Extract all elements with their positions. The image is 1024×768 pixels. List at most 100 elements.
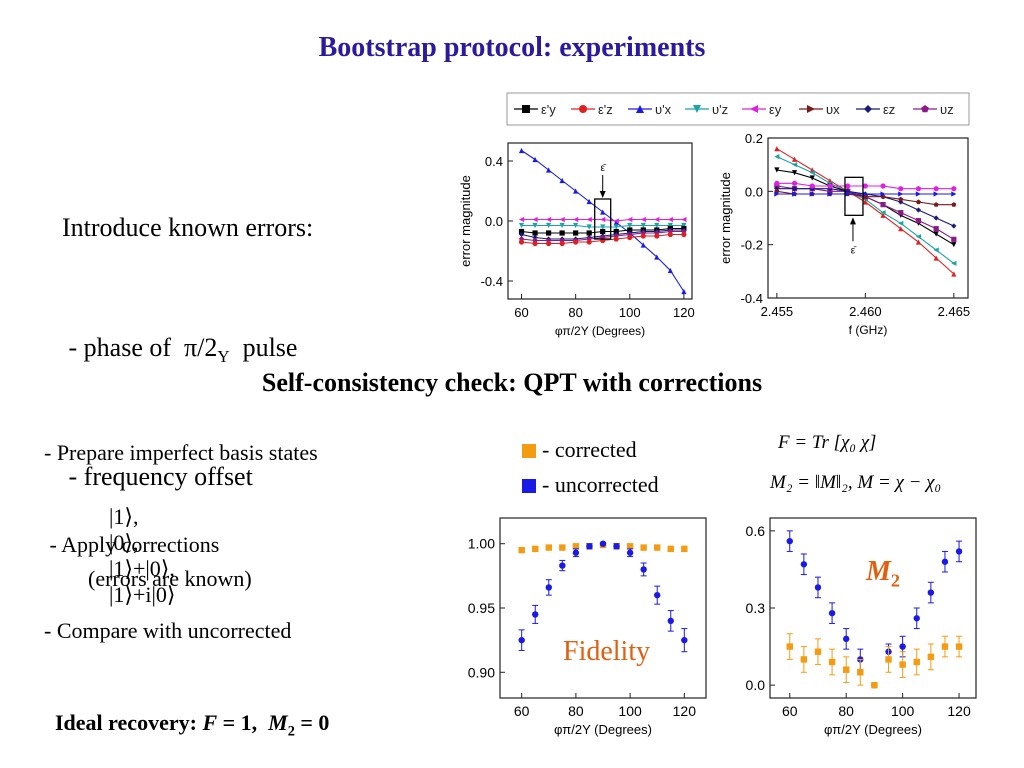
data-point <box>880 210 886 216</box>
y-tick-label: 0.2 <box>745 131 763 146</box>
data-point <box>600 216 606 223</box>
y-tick-label: -0.4 <box>741 291 763 306</box>
legend-entry: ε'y <box>514 102 556 117</box>
data-point <box>951 186 957 192</box>
data-point <box>681 216 687 223</box>
data-point <box>532 611 539 618</box>
plot-frame <box>767 137 969 299</box>
fidelity-label: Fidelity <box>563 636 651 667</box>
legend-entry: εy <box>742 102 782 117</box>
data-point <box>559 222 565 229</box>
data-point <box>800 561 808 568</box>
data-point <box>915 199 921 205</box>
y-axis-label: error magnitude <box>458 175 473 267</box>
data-point <box>518 228 525 235</box>
data-point <box>898 196 904 202</box>
data-point <box>573 216 579 223</box>
legend-label: υz <box>940 102 954 117</box>
data-point <box>862 199 868 205</box>
series <box>518 540 688 653</box>
data-point <box>545 240 552 247</box>
data-point <box>827 188 833 194</box>
data-point <box>774 167 780 173</box>
data-point <box>681 545 688 553</box>
data-point <box>559 544 566 551</box>
data-point <box>842 666 850 673</box>
data-point <box>915 207 922 213</box>
data-point <box>559 216 565 223</box>
x-axis-label: φπ/2Y (Degrees) <box>554 722 652 737</box>
legend-entry: υx <box>799 102 840 117</box>
data-point <box>518 546 525 554</box>
x-tick-label: 120 <box>673 305 695 320</box>
series <box>774 146 957 277</box>
data-point <box>955 548 963 555</box>
data-point <box>654 591 661 599</box>
data-point <box>640 222 646 229</box>
series-line <box>776 156 955 264</box>
y-tick-label: 0.0 <box>485 214 503 229</box>
series <box>786 530 963 689</box>
data-point <box>586 239 592 245</box>
data-point <box>681 288 687 295</box>
data-point <box>845 191 851 197</box>
series <box>774 154 957 266</box>
data-point <box>933 226 939 232</box>
data-point <box>941 558 949 565</box>
data-point <box>774 146 780 152</box>
data-point <box>613 236 619 242</box>
x-tick-label: 120 <box>947 703 971 719</box>
data-point <box>845 183 851 189</box>
data-point <box>774 154 780 160</box>
series <box>774 186 957 229</box>
legend-label: εz <box>883 102 895 117</box>
y-tick-label: 0.4 <box>485 154 503 169</box>
data-point <box>951 242 957 248</box>
data-point <box>579 105 587 113</box>
data-point <box>921 105 929 113</box>
legend-corrected: - corrected <box>522 437 637 463</box>
legend-label: υ'z <box>712 102 728 117</box>
series <box>774 191 957 197</box>
x-tick-label: 2.460 <box>849 304 882 319</box>
ideal-recovery: Ideal recovery: F = 1, M2 = 0 <box>55 710 330 740</box>
data-point <box>791 191 798 197</box>
data-point <box>814 584 822 591</box>
y-tick-label: -0.4 <box>481 274 503 289</box>
data-point <box>951 271 957 277</box>
data-point <box>828 609 836 617</box>
basis-state: |0⟩, <box>109 530 139 555</box>
data-point <box>750 105 758 113</box>
data-point <box>681 636 688 644</box>
bullet-prepare: - Prepare imperfect basis states <box>44 440 318 465</box>
corrected-swatch <box>522 444 536 458</box>
x-axis-label: φπ/2Y (Degrees) <box>824 722 922 737</box>
data-point <box>586 543 593 550</box>
data-point <box>915 239 922 245</box>
data-point <box>951 236 957 242</box>
data-point <box>613 228 619 235</box>
data-point <box>573 188 579 194</box>
y-tick-label: -0.2 <box>741 238 763 253</box>
x-axis-label: φπ/2Y (Degrees) <box>555 324 645 338</box>
legend-entry: υz <box>913 102 954 117</box>
phase-error-chart: 60 80 100 120 -0.4 0.0 0.4 error magnitude φπ/2Y… <box>458 142 695 338</box>
intro-text: Introduce known errors: - phase of π/2Y … <box>62 128 313 537</box>
data-point <box>814 648 822 655</box>
data-point <box>933 215 939 221</box>
data-point <box>862 183 868 189</box>
data-point <box>626 543 634 550</box>
data-point <box>899 643 906 650</box>
data-point <box>951 260 957 266</box>
x-tick-label: 80 <box>568 305 582 320</box>
data-point <box>636 105 644 113</box>
data-point <box>545 222 552 229</box>
data-point <box>933 191 939 197</box>
series <box>518 222 687 230</box>
data-point <box>626 549 634 556</box>
data-point <box>613 218 619 224</box>
data-point <box>864 105 872 113</box>
data-point <box>667 617 674 625</box>
legend-label: ε'z <box>598 102 613 117</box>
x-axis-label: f (GHz) <box>849 323 888 337</box>
